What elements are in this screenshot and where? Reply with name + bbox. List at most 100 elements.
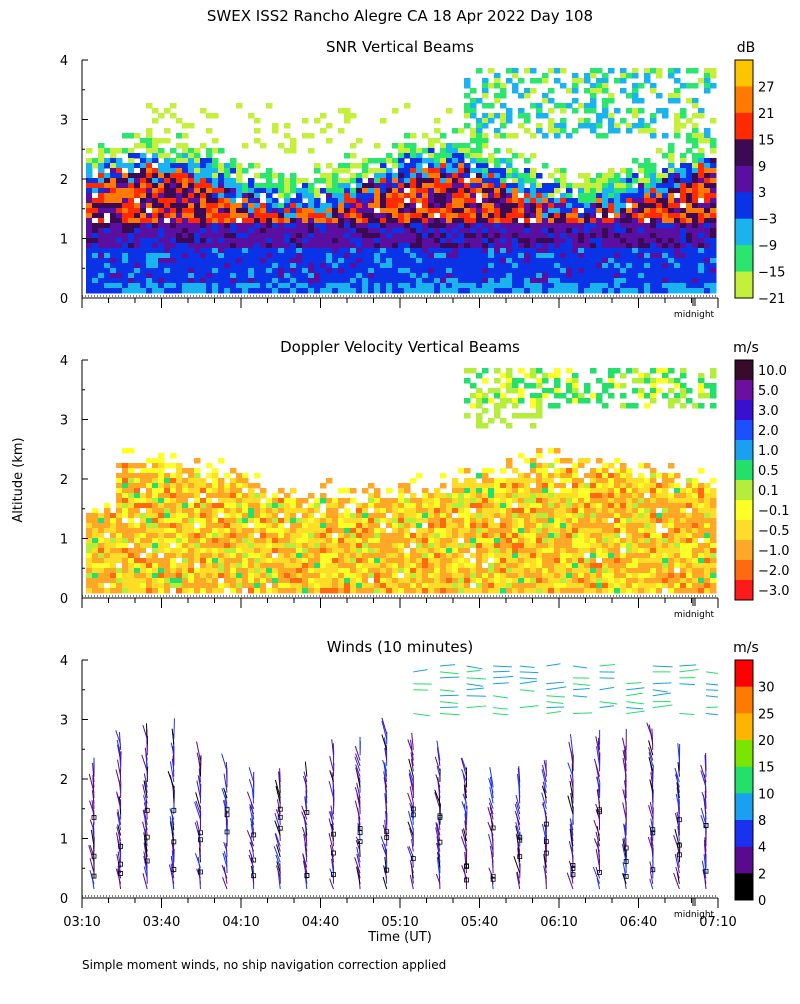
snr-cell xyxy=(224,248,231,254)
snr-cell xyxy=(566,273,573,279)
snr-cell xyxy=(602,243,609,249)
snr-cell xyxy=(662,253,669,259)
snr-cell xyxy=(500,133,507,139)
snr-cell xyxy=(164,158,171,164)
snr-cell xyxy=(710,288,717,294)
snr-cell xyxy=(488,288,495,294)
snr-cell xyxy=(578,203,585,209)
snr-cell xyxy=(518,123,525,129)
doppler-cell xyxy=(164,543,171,549)
snr-cell xyxy=(602,203,609,209)
doppler-cell xyxy=(494,553,501,559)
doppler-cell xyxy=(284,553,291,559)
snr-cell xyxy=(572,78,579,84)
snr-cell xyxy=(530,233,537,239)
doppler-cell xyxy=(140,568,147,574)
doppler-cell xyxy=(200,478,207,484)
snr-cell xyxy=(680,233,687,239)
snr-cell xyxy=(206,203,213,209)
doppler-cell xyxy=(272,513,279,519)
snr-cell xyxy=(86,273,93,279)
doppler-cell xyxy=(434,563,441,569)
doppler-cell xyxy=(500,493,507,499)
doppler-cell xyxy=(122,508,129,514)
doppler-cell xyxy=(98,538,105,544)
snr-cell xyxy=(452,248,459,254)
snr-cell xyxy=(692,103,699,109)
snr-cell xyxy=(422,213,429,219)
doppler-cell xyxy=(512,378,519,384)
plot-area xyxy=(86,68,717,294)
snr-cell xyxy=(146,233,153,239)
snr-cell xyxy=(326,193,333,199)
snr-cell xyxy=(152,158,159,164)
doppler-cell xyxy=(476,403,483,409)
doppler-cell xyxy=(500,528,507,534)
doppler-cell xyxy=(248,573,255,579)
doppler-cell xyxy=(518,573,525,579)
doppler-cell xyxy=(260,488,267,494)
doppler-cell xyxy=(410,513,417,519)
snr-cell xyxy=(638,128,645,134)
snr-cell xyxy=(512,218,519,224)
doppler-cell xyxy=(368,558,375,564)
doppler-cell xyxy=(194,513,201,519)
doppler-cell xyxy=(416,563,423,569)
doppler-cell xyxy=(392,583,399,589)
snr-cell xyxy=(710,238,717,244)
snr-cell xyxy=(518,238,525,244)
doppler-cell xyxy=(284,558,291,564)
doppler-cell xyxy=(350,538,357,544)
doppler-cell xyxy=(314,563,321,569)
snr-cell xyxy=(182,183,189,189)
snr-cell xyxy=(386,168,393,174)
doppler-cell xyxy=(512,543,519,549)
doppler-cell xyxy=(398,583,405,589)
snr-cell xyxy=(470,148,477,154)
snr-cell xyxy=(692,233,699,239)
doppler-cell xyxy=(314,518,321,524)
snr-cell xyxy=(152,233,159,239)
snr-cell xyxy=(410,258,417,264)
doppler-cell xyxy=(218,578,225,584)
snr-cell xyxy=(578,208,585,214)
doppler-cell xyxy=(446,503,453,509)
snr-cell xyxy=(350,163,357,169)
doppler-cell xyxy=(284,573,291,579)
snr-cell xyxy=(584,283,591,289)
doppler-cell xyxy=(236,533,243,539)
snr-cell xyxy=(182,208,189,214)
doppler-cell xyxy=(422,513,429,519)
snr-cell xyxy=(446,263,453,269)
snr-cell xyxy=(332,248,339,254)
snr-cell xyxy=(356,223,363,229)
snr-cell xyxy=(302,238,309,244)
snr-cell xyxy=(614,108,621,114)
snr-cell xyxy=(596,183,603,189)
snr-cell xyxy=(392,223,399,229)
snr-cell xyxy=(602,278,609,284)
doppler-cell xyxy=(506,518,513,524)
snr-cell xyxy=(140,143,147,149)
snr-cell xyxy=(422,218,429,224)
doppler-cell xyxy=(224,473,231,479)
doppler-cell xyxy=(440,483,447,489)
doppler-cell xyxy=(182,508,189,514)
snr-cell xyxy=(548,108,555,114)
snr-cell xyxy=(242,243,249,249)
snr-cell xyxy=(428,183,435,189)
snr-cell xyxy=(644,223,651,229)
snr-cell xyxy=(392,213,399,219)
doppler-cell xyxy=(158,518,165,524)
doppler-cell xyxy=(188,578,195,584)
doppler-cell xyxy=(356,513,363,519)
snr-cell xyxy=(344,118,351,124)
doppler-cell xyxy=(218,583,225,589)
snr-cell xyxy=(242,258,249,264)
snr-cell xyxy=(608,278,615,284)
snr-cell xyxy=(98,273,105,279)
doppler-cell xyxy=(452,523,459,529)
doppler-cell xyxy=(344,528,351,534)
snr-cell xyxy=(122,223,129,229)
doppler-cell xyxy=(530,523,537,529)
